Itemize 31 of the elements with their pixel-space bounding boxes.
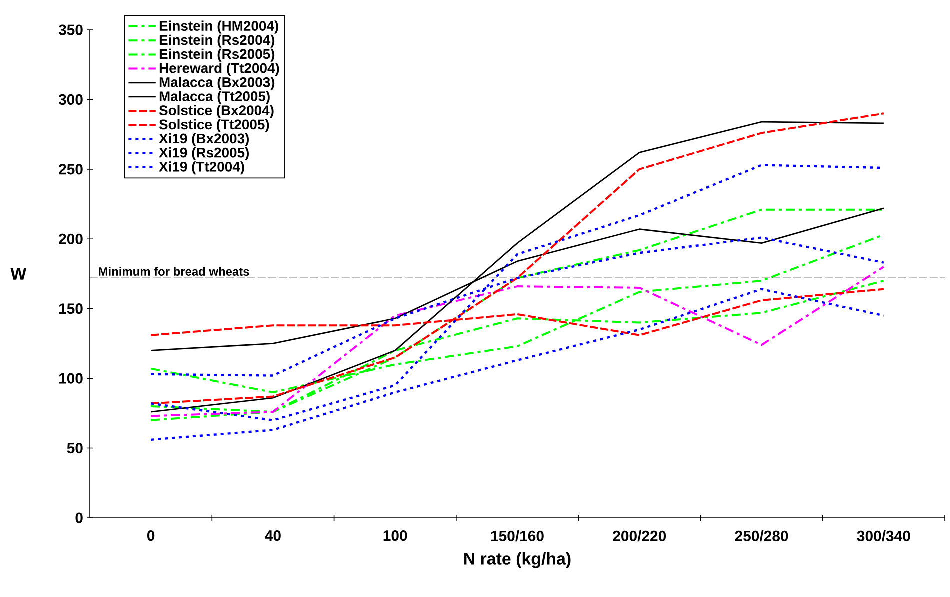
y-tick-label: 100: [59, 373, 83, 384]
y-tick-label: 300: [58, 94, 83, 106]
x-tick-label: 100: [384, 530, 408, 542]
line-series: [150, 288, 886, 442]
legend-label: Solstice (Tt2005): [159, 119, 270, 132]
y-tick-label: 350: [58, 24, 83, 36]
legend-label: Einstein (Rs2004): [160, 34, 275, 48]
legend-label: Xi19 (Tt2004): [159, 162, 244, 175]
ref-line-label: Minimum for bread wheats: [99, 267, 250, 276]
legend-label: Hereward (Tt2004): [160, 63, 280, 76]
legend-label: Xi19 (Rs2005): [159, 148, 249, 161]
y-tick-label: 250: [59, 164, 83, 175]
y-tick-label: 200: [59, 234, 83, 244]
line-series: [150, 208, 885, 422]
legend-label: Xi19 (Bx2003): [159, 133, 249, 146]
legend-label: Einstein (HM2004): [160, 20, 278, 34]
x-tick-label: 200/220: [613, 530, 666, 542]
legend-label: Malacca (Tt2005): [160, 91, 270, 104]
x-tick-label: 0: [148, 530, 155, 542]
y-tick-label: 0: [76, 512, 83, 524]
x-tick-label: 300/340: [857, 530, 910, 542]
legend-label: Malacca (Bx2003): [160, 77, 275, 90]
legend-label: Solstice (Bx2004): [159, 105, 274, 118]
x-tick-label: 250/280: [735, 530, 788, 542]
x-axis-title: N rate (kg/ha): [464, 552, 571, 568]
y-axis-title: W: [10, 268, 27, 280]
legend-label: Einstein (Rs2005): [160, 48, 275, 62]
x-tick-label: 40: [265, 530, 281, 542]
y-tick-label: 50: [67, 442, 83, 454]
x-tick-label: 150/160: [491, 530, 544, 542]
y-tick-label: 150: [59, 304, 83, 314]
